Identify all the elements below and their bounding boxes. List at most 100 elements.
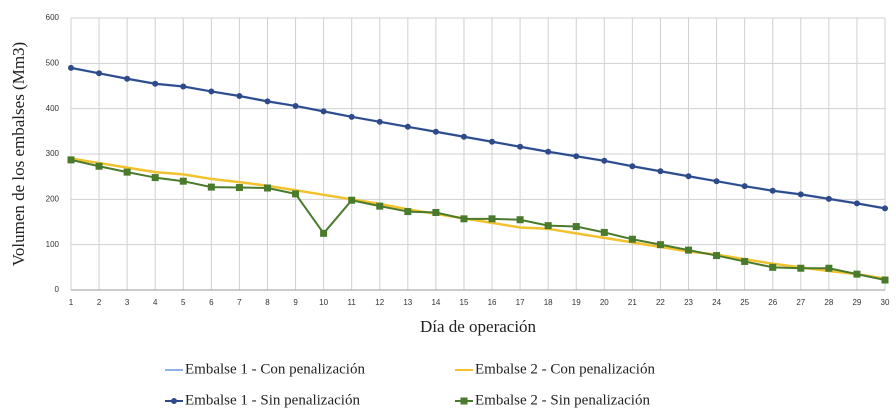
marker bbox=[376, 202, 384, 210]
marker bbox=[348, 113, 355, 120]
marker bbox=[685, 246, 693, 254]
x-tick-label: 5 bbox=[181, 298, 186, 307]
marker bbox=[656, 241, 664, 249]
marker bbox=[95, 162, 103, 170]
marker bbox=[713, 252, 721, 260]
marker bbox=[67, 156, 75, 164]
legend-label: Embalse 1 - Con penalización bbox=[185, 361, 365, 377]
x-tick-label: 3 bbox=[125, 298, 130, 307]
x-tick-label: 14 bbox=[431, 298, 440, 307]
x-tick-label: 28 bbox=[824, 298, 833, 307]
marker bbox=[180, 83, 187, 90]
x-tick-label: 10 bbox=[319, 298, 328, 307]
marker bbox=[741, 183, 748, 190]
y-tick-label: 400 bbox=[46, 104, 60, 113]
marker bbox=[657, 168, 664, 175]
x-tick-label: 25 bbox=[740, 298, 749, 307]
marker bbox=[601, 157, 608, 164]
marker bbox=[179, 177, 187, 185]
marker bbox=[404, 208, 412, 216]
x-tick-label: 26 bbox=[768, 298, 777, 307]
x-tick-label: 22 bbox=[656, 298, 665, 307]
x-tick-label: 15 bbox=[460, 298, 469, 307]
marker bbox=[882, 205, 888, 212]
marker bbox=[263, 184, 271, 192]
x-tick-label: 8 bbox=[265, 298, 270, 307]
y-axis-label: Volumen de los embalses (Mm3) bbox=[9, 42, 28, 266]
marker bbox=[489, 138, 496, 145]
marker bbox=[151, 174, 159, 182]
x-tick-label: 18 bbox=[544, 298, 553, 307]
series-line bbox=[70, 158, 886, 282]
marker bbox=[628, 235, 636, 243]
x-tick-label: 7 bbox=[237, 298, 242, 307]
marker bbox=[124, 75, 131, 82]
marker bbox=[152, 80, 159, 87]
x-tick-label: 11 bbox=[348, 298, 357, 307]
x-tick-label: 2 bbox=[97, 298, 102, 307]
x-tick-label: 21 bbox=[628, 298, 637, 307]
x-tick-label: 16 bbox=[488, 298, 497, 307]
marker bbox=[825, 195, 832, 202]
legend-label: Embalse 2 - Con penalización bbox=[475, 361, 655, 377]
marker bbox=[236, 92, 243, 99]
x-tick-label: 19 bbox=[572, 298, 581, 307]
marker bbox=[208, 88, 215, 95]
marker bbox=[516, 216, 524, 224]
legend-label: Embalse 2 - Sin penalización bbox=[475, 392, 650, 408]
marker bbox=[713, 178, 720, 185]
y-tick-label: 200 bbox=[46, 194, 60, 203]
marker bbox=[573, 153, 580, 160]
marker bbox=[769, 187, 776, 194]
marker bbox=[460, 133, 467, 140]
marker bbox=[797, 191, 804, 198]
marker bbox=[264, 98, 271, 105]
y-tick-label: 600 bbox=[46, 13, 60, 22]
x-tick-label: 1 bbox=[69, 298, 74, 307]
y-tick-label: 0 bbox=[55, 285, 60, 294]
marker bbox=[235, 184, 243, 192]
x-tick-label: 29 bbox=[852, 298, 861, 307]
marker bbox=[685, 173, 692, 180]
marker bbox=[545, 148, 552, 155]
x-tick-label: 4 bbox=[153, 298, 158, 307]
marker bbox=[432, 208, 440, 216]
marker bbox=[404, 123, 411, 130]
y-tick-label: 500 bbox=[46, 58, 60, 67]
marker bbox=[572, 223, 580, 231]
x-axis-label: Día de operación bbox=[420, 317, 537, 336]
marker bbox=[853, 270, 861, 278]
marker bbox=[432, 128, 439, 135]
marker bbox=[629, 163, 636, 170]
legend-marker bbox=[460, 397, 468, 405]
series-line bbox=[70, 157, 886, 280]
marker bbox=[769, 263, 777, 271]
x-tick-label: 9 bbox=[293, 298, 298, 307]
marker bbox=[517, 143, 524, 150]
x-tick-label: 12 bbox=[375, 298, 384, 307]
marker bbox=[292, 102, 299, 109]
marker bbox=[853, 200, 860, 207]
legend-marker bbox=[171, 398, 177, 404]
marker bbox=[600, 228, 608, 236]
marker bbox=[96, 70, 103, 77]
marker bbox=[797, 264, 805, 272]
x-tick-label: 20 bbox=[600, 298, 609, 307]
marker bbox=[320, 108, 327, 115]
x-tick-label: 6 bbox=[209, 298, 214, 307]
y-tick-label: 300 bbox=[46, 149, 60, 158]
x-tick-label: 17 bbox=[516, 298, 525, 307]
marker bbox=[348, 196, 356, 204]
y-tick-label: 100 bbox=[46, 240, 60, 249]
marker bbox=[123, 168, 131, 176]
marker bbox=[68, 64, 74, 71]
x-tick-label: 23 bbox=[684, 298, 693, 307]
marker bbox=[544, 222, 552, 230]
series-line bbox=[70, 66, 886, 210]
marker bbox=[825, 264, 833, 272]
marker bbox=[741, 257, 749, 265]
legend-label: Embalse 1 - Sin penalización bbox=[185, 392, 360, 408]
marker bbox=[881, 276, 889, 284]
x-tick-label: 13 bbox=[403, 298, 412, 307]
marker bbox=[320, 229, 328, 237]
